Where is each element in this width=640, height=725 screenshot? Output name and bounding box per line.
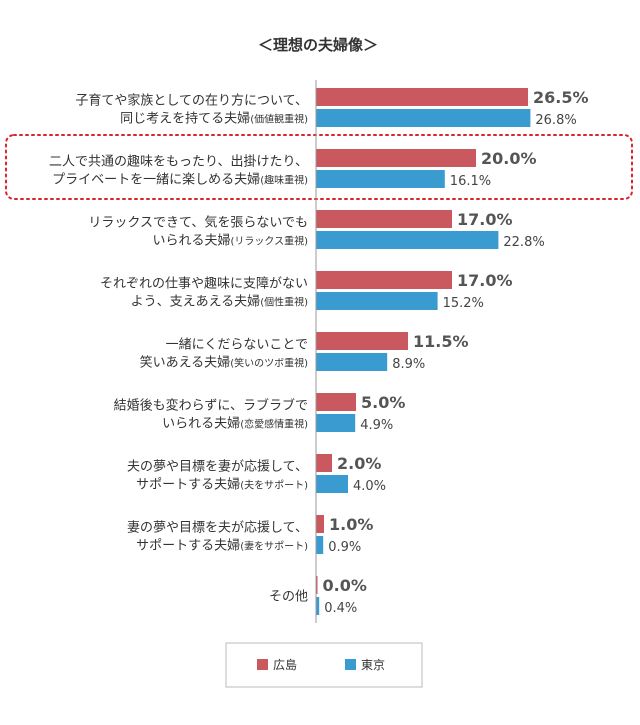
bar-hiroshima xyxy=(316,454,332,472)
legend-swatch-tokyo xyxy=(345,659,356,670)
category-label: サポートする夫婦(夫をサポート) xyxy=(136,477,308,493)
value-label-tokyo: 8.9% xyxy=(392,357,425,372)
legend-label-tokyo: 東京 xyxy=(361,658,385,672)
bar-hiroshima xyxy=(316,515,324,533)
category-label-main: 同じ考えを持てる夫婦 xyxy=(120,111,250,127)
category-label-sub: (妻をサポート) xyxy=(240,540,308,553)
category-label: よう、支えあえる夫婦(個性重視) xyxy=(131,294,309,310)
value-label-hiroshima: 17.0% xyxy=(457,210,513,229)
value-label-hiroshima: 20.0% xyxy=(481,149,537,168)
value-label-tokyo: 4.9% xyxy=(360,418,393,433)
bar-hiroshima xyxy=(316,88,528,106)
bar-tokyo xyxy=(316,292,438,310)
category-label-main: プライベートを一緒に楽しめる夫婦 xyxy=(52,172,260,188)
legend: 広島 東京 xyxy=(225,642,423,688)
category-label-main: サポートする夫婦 xyxy=(136,477,240,493)
category-label-main: 一緒にくだらないことで xyxy=(166,338,308,353)
category-label-main: 妻の夢や目標を夫が応援して、 xyxy=(127,521,308,536)
bar-hiroshima xyxy=(316,149,476,167)
value-label-tokyo: 22.8% xyxy=(503,235,544,250)
category-label: その他 xyxy=(269,590,308,605)
bar-hiroshima xyxy=(316,576,318,594)
value-label-hiroshima: 11.5% xyxy=(413,332,469,351)
value-label-hiroshima: 0.0% xyxy=(323,576,367,595)
category-label-main: リラックスできて、気を張らないでも xyxy=(88,215,308,231)
bar-hiroshima xyxy=(316,393,356,411)
category-label: プライベートを一緒に楽しめる夫婦(趣味重視) xyxy=(52,172,308,188)
value-label-tokyo: 4.0% xyxy=(353,479,386,494)
category-label: 同じ考えを持てる夫婦(価値観重視) xyxy=(120,111,308,127)
value-label-tokyo: 26.8% xyxy=(535,113,576,128)
value-label-hiroshima: 17.0% xyxy=(457,271,513,290)
value-label-hiroshima: 2.0% xyxy=(337,454,381,473)
category-label-main: 二人で共通の趣味をもったり、出掛けたり、 xyxy=(49,155,308,170)
legend-label-hiroshima: 広島 xyxy=(273,657,297,672)
category-label: リラックスできて、気を張らないでも xyxy=(88,215,308,231)
category-label-main: 夫の夢や目標を妻が応援して、 xyxy=(127,460,308,475)
bar-tokyo xyxy=(316,109,531,127)
value-label-tokyo: 0.9% xyxy=(328,540,361,555)
category-label-main: 笑いあえる夫婦 xyxy=(140,355,231,371)
legend-swatch-hiroshima xyxy=(257,659,268,670)
category-label: 二人で共通の趣味をもったり、出掛けたり、 xyxy=(49,155,308,170)
category-label: 妻の夢や目標を夫が応援して、 xyxy=(127,521,308,536)
bar-tokyo xyxy=(316,170,445,188)
bar-hiroshima xyxy=(316,332,408,350)
bar-tokyo xyxy=(316,231,499,249)
category-label-main: それぞれの仕事や趣味に支障がない xyxy=(100,277,308,292)
category-label-main: いられる夫婦 xyxy=(162,416,240,432)
category-label: いられる夫婦(リラックス重視) xyxy=(152,233,308,249)
category-label-sub: (夫をサポート) xyxy=(240,480,308,492)
bar-tokyo xyxy=(316,536,324,554)
bar-hiroshima xyxy=(316,271,452,289)
category-label-main: 結婚後も変わらずに、ラブラブで xyxy=(114,398,308,414)
category-label: 一緒にくだらないことで xyxy=(166,338,308,353)
category-label-main: いられる夫婦 xyxy=(152,233,230,249)
bar-hiroshima xyxy=(316,210,452,228)
category-label: 笑いあえる夫婦(笑いのツボ重視) xyxy=(140,355,309,371)
category-label-main: 子育てや家族としての在り方について、 xyxy=(75,93,308,109)
category-label: 結婚後も変わらずに、ラブラブで xyxy=(114,398,308,414)
highlight-box xyxy=(5,134,633,200)
category-label-main: よう、支えあえる夫婦 xyxy=(131,294,261,310)
category-label-sub: (恋愛感情重視) xyxy=(240,418,308,431)
category-label: 夫の夢や目標を妻が応援して、 xyxy=(127,460,308,475)
category-label-sub: (リラックス重視) xyxy=(230,235,308,248)
bar-tokyo xyxy=(316,475,348,493)
value-label-tokyo: 15.2% xyxy=(443,296,484,311)
chart-title: ＜理想の夫婦像＞ xyxy=(258,36,378,54)
value-label-hiroshima: 26.5% xyxy=(533,88,589,107)
category-label: それぞれの仕事や趣味に支障がない xyxy=(100,277,308,292)
category-label-main: サポートする夫婦 xyxy=(136,538,240,554)
category-label-sub: (価値観重視) xyxy=(250,113,308,126)
category-label-main: その他 xyxy=(269,590,308,605)
bar-tokyo xyxy=(316,597,320,615)
category-label: いられる夫婦(恋愛感情重視) xyxy=(162,416,308,432)
value-label-hiroshima: 1.0% xyxy=(329,515,373,534)
category-label: 子育てや家族としての在り方について、 xyxy=(75,93,308,109)
category-label-sub: (笑いのツボ重視) xyxy=(230,357,308,370)
bar-tokyo xyxy=(316,353,388,371)
value-label-tokyo: 0.4% xyxy=(324,601,357,616)
bar-tokyo xyxy=(316,414,356,432)
category-label-sub: (趣味重視) xyxy=(260,174,308,187)
category-label: サポートする夫婦(妻をサポート) xyxy=(136,538,308,554)
category-label-sub: (個性重視) xyxy=(260,296,308,309)
value-label-hiroshima: 5.0% xyxy=(361,393,405,412)
value-label-tokyo: 16.1% xyxy=(450,174,491,189)
legend-box xyxy=(225,642,423,688)
